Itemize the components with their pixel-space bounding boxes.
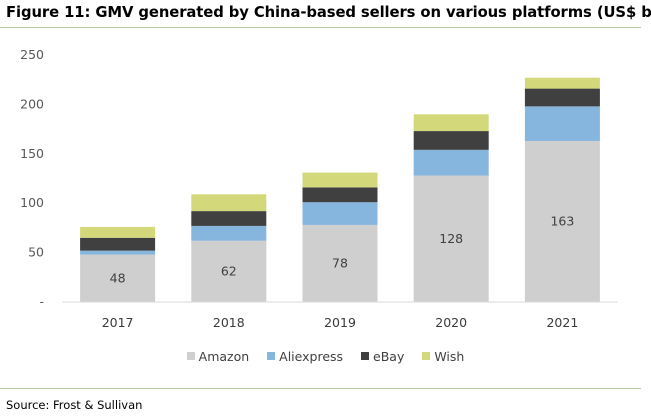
y-tick-label: 150 [20, 146, 44, 161]
data-label-amazon: 163 [550, 213, 574, 228]
chart-title: Figure 11: GMV generated by China-based … [6, 4, 651, 21]
data-label-amazon: 62 [221, 263, 237, 278]
y-tick-label: 100 [20, 195, 44, 210]
bar-aliexpress-2021 [524, 106, 600, 141]
bar-wish-2021 [524, 77, 600, 89]
data-label-amazon: 48 [110, 270, 126, 285]
bar-ebay-2018 [191, 211, 267, 226]
bar-amazon-2021 [524, 140, 600, 302]
legend-label-amazon: Amazon [198, 348, 250, 364]
source-note: Source: Frost & Sullivan [6, 398, 143, 412]
legend-item-aliexpress: Aliexpress [267, 349, 343, 364]
bar-amazon-2019 [302, 224, 378, 302]
bar-aliexpress-2018 [191, 225, 267, 241]
x-tick-label: 2020 [435, 315, 467, 330]
y-tick-label: 250 [20, 47, 44, 62]
x-tick-label: 2018 [213, 315, 245, 330]
legend-item-ebay: eBay [361, 349, 404, 364]
bar-wish-2017 [80, 226, 156, 238]
legend-swatch-amazon [186, 352, 195, 360]
y-tick-label: 50 [28, 245, 44, 260]
legend-item-wish: Wish [422, 349, 464, 364]
x-tick-label: 2019 [324, 315, 356, 330]
bar-wish-2020 [413, 114, 489, 132]
legend-label-ebay: eBay [373, 348, 405, 364]
x-tick-label: 2021 [546, 315, 578, 330]
bar-aliexpress-2017 [80, 250, 156, 255]
data-label-amazon: 128 [439, 231, 463, 246]
source-rule [0, 388, 641, 389]
bar-ebay-2020 [413, 131, 489, 150]
bar-ebay-2019 [302, 187, 378, 203]
bar-wish-2019 [302, 172, 378, 188]
bar-ebay-2017 [80, 237, 156, 251]
legend-label-aliexpress: Aliexpress [279, 348, 344, 364]
bar-aliexpress-2020 [413, 149, 489, 176]
stacked-bar-chart: - 50 100 150 200 250 2017 48 2018 62 2019 78 2020 128… [20, 47, 618, 330]
title-rule [0, 27, 641, 28]
bar-aliexpress-2019 [302, 202, 378, 225]
bar-amazon-2017 [80, 254, 156, 302]
legend-label-wish: Wish [434, 348, 465, 364]
bar-amazon-2018 [191, 240, 267, 302]
data-label-amazon: 78 [332, 255, 348, 270]
bar-amazon-2020 [413, 175, 489, 302]
legend-swatch-aliexpress [267, 352, 276, 360]
x-tick-label: 2017 [102, 315, 134, 330]
chart-legend: Amazon Aliexpress eBay Wish [0, 348, 651, 364]
y-tick-label: - [39, 294, 44, 309]
legend-item-amazon: Amazon [186, 348, 250, 364]
bar-ebay-2021 [524, 88, 600, 107]
legend-swatch-ebay [361, 352, 370, 360]
y-tick-label: 200 [20, 96, 44, 111]
bar-wish-2018 [191, 194, 267, 212]
legend-swatch-wish [422, 352, 431, 360]
